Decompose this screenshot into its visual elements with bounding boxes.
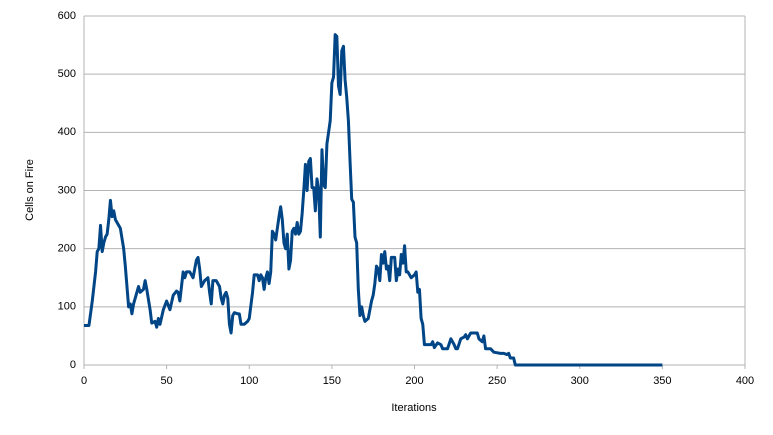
y-tick-label: 600 <box>58 10 76 22</box>
x-tick-label: 150 <box>323 375 341 387</box>
x-tick-label: 300 <box>571 375 589 387</box>
x-axis-label: Iterations <box>391 402 437 414</box>
x-tick-label: 50 <box>161 375 173 387</box>
y-tick-label: 500 <box>58 68 76 80</box>
x-tick-label: 400 <box>736 375 754 387</box>
x-tick-label: 100 <box>240 375 258 387</box>
y-tick-label: 400 <box>58 126 76 138</box>
y-tick-label: 0 <box>70 359 76 371</box>
y-tick-label: 200 <box>58 243 76 255</box>
x-tick-label: 200 <box>405 375 423 387</box>
x-tick-label: 0 <box>81 375 87 387</box>
y-axis-label: Cells on Fire <box>24 159 36 221</box>
x-tick-label: 250 <box>488 375 506 387</box>
data-line <box>84 33 663 367</box>
y-tick-label: 100 <box>58 301 76 313</box>
y-tick-label: 300 <box>58 184 76 196</box>
x-tick-label: 350 <box>653 375 671 387</box>
